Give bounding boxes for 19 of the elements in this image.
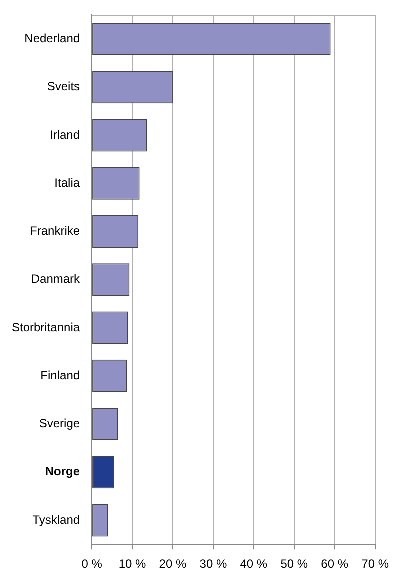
y-tick-label: Norge — [45, 464, 80, 479]
y-tick-label: Irland — [50, 128, 80, 142]
x-tick-label: 50 % — [280, 557, 308, 572]
x-tick-label: 40 % — [240, 557, 268, 572]
y-tick-label: Frankrike — [30, 224, 80, 238]
y-tick-label: Tyskland — [32, 512, 80, 527]
x-tick-label: 60 % — [321, 557, 349, 572]
x-tick-label: 20 % — [159, 557, 187, 572]
y-tick-label: Finland — [40, 368, 80, 382]
y-tick-label: Danmark — [31, 272, 82, 286]
x-tick-label: 30 % — [200, 557, 228, 572]
y-tick-label: Italia — [54, 176, 80, 190]
y-tick-label: Nederland — [24, 32, 80, 46]
x-tick-label: 0 % — [82, 557, 103, 572]
y-tick-label: Sveits — [47, 80, 80, 94]
x-tick-label: 70 % — [362, 557, 390, 572]
y-tick-label: Sverige — [39, 416, 80, 431]
x-tick-label: 10 % — [118, 557, 147, 572]
y-tick-label: Storbritannia — [12, 320, 80, 334]
